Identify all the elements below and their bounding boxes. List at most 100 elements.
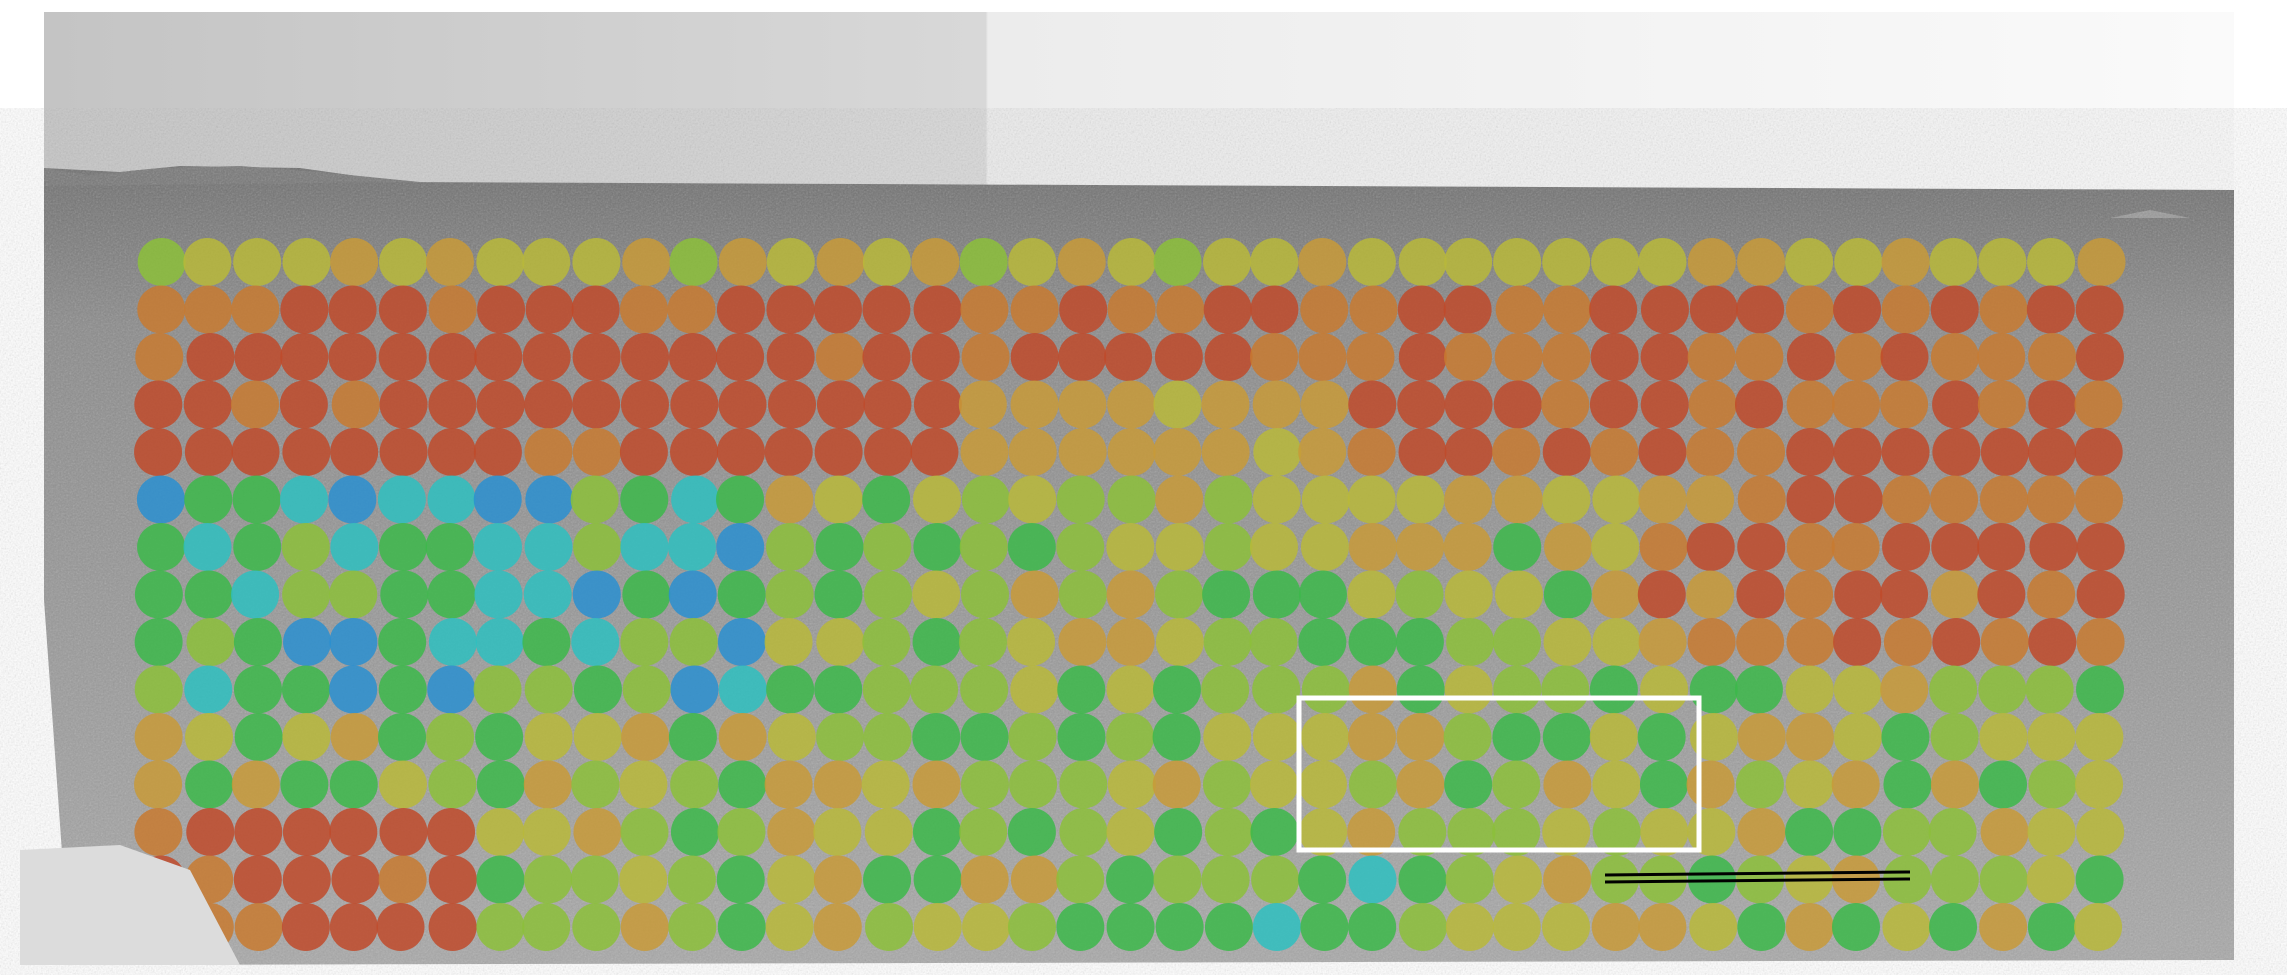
overlay-circle [1592,760,1641,809]
overlay-circle [764,760,813,809]
overlay-circle [863,855,912,904]
overlay-circle [1833,285,1882,334]
overlay-circle [718,380,767,429]
overlay-circle [1637,570,1686,619]
overlay-circle [1592,475,1641,524]
overlay-circle [1928,808,1977,856]
overlay-circle [2075,760,2124,809]
overlay-circle [1252,570,1301,619]
overlay-circle [1689,713,1738,761]
overlay-circle [1544,523,1593,571]
overlay-circle [1203,238,1252,286]
overlay-circle [1249,618,1298,666]
overlay-circle [1299,808,1348,856]
overlay-circle [718,713,767,761]
overlay-circle [1687,333,1736,381]
overlay-circle [1977,523,2026,571]
overlay-circle [814,428,863,476]
overlay-circle [863,380,912,429]
overlay-circle [234,903,283,951]
overlay-circle [523,760,572,809]
overlay-circle [1639,523,1688,571]
overlay-circle [1057,713,1106,761]
overlay-circle [1010,855,1059,904]
overlay-circle [1736,618,1785,666]
overlay-circle [1737,903,1786,951]
overlay-circle [1737,238,1786,286]
overlay-circle [1980,808,2029,856]
overlay-circle [427,665,476,714]
overlay-circle [1591,523,1640,571]
overlay-circle [2027,903,2076,951]
overlay-circle [231,760,280,809]
overlay-circle [1543,855,1592,904]
overlay-circle [1056,475,1105,524]
overlay-circle [1785,238,1834,286]
overlay-circle [134,380,183,429]
overlay-circle [572,570,621,619]
overlay-circle [813,285,862,334]
overlay-circle [525,285,574,334]
overlay-circle [1785,285,1834,334]
overlay-circle [282,238,331,286]
overlay-circle [1155,903,1204,951]
overlay-circle [1203,713,1252,761]
overlay-circle [425,238,474,286]
overlay-circle [621,333,670,381]
overlay-circle [1010,333,1059,381]
overlay-circle [960,855,1009,904]
overlay-circle [766,665,815,714]
overlay-circle [522,333,571,381]
overlay-circle [960,760,1009,809]
overlay-circle [525,475,574,524]
overlay-circle [716,333,765,381]
overlay-circle [862,618,911,666]
overlay-circle [1880,380,1929,429]
overlay-circle [281,523,330,571]
overlay-circle [1541,380,1590,429]
overlay-circle [619,760,668,809]
overlay-circle [1298,760,1347,809]
overlay-circle [2028,333,2077,381]
overlay-circle [184,285,233,334]
overlay-circle [1059,808,1108,856]
overlay-circle [1202,570,1251,619]
overlay-circle [1058,333,1107,381]
overlay-circle [767,808,816,856]
overlay-circle [186,618,235,666]
overlay-circle [1201,855,1250,904]
overlay-circle [524,665,573,714]
overlay-circle [1300,713,1349,761]
overlay-circle [1204,808,1253,856]
overlay-circle [1542,903,1591,951]
overlay-circle [475,618,524,666]
overlay-circle [233,523,282,571]
overlay-circle [716,285,765,334]
overlay-circle [1008,428,1057,476]
overlay-circle [815,333,864,381]
overlay-circle [1832,380,1881,429]
overlay-circle [1106,903,1155,951]
overlay-circle [379,238,428,286]
overlay-circle [1832,903,1881,951]
overlay-circle [912,570,961,619]
overlay-circle [1348,855,1397,904]
overlay-circle [913,903,962,951]
overlay-circle [570,475,619,524]
overlay-circle [524,380,573,429]
overlay-circle [1637,713,1686,761]
overlay-circle [1252,903,1301,951]
overlay-circle [1058,618,1107,666]
overlay-circle [2027,808,2076,856]
overlay-circle [1107,238,1156,286]
overlay-circle [136,475,185,524]
overlay-circle [862,285,911,334]
overlay-circle [524,713,573,761]
overlay-circle [427,428,476,476]
overlay-circle [331,380,380,429]
overlay-circle [1201,428,1250,476]
overlay-circle [1252,713,1301,761]
overlay-circle [1542,428,1591,476]
overlay-circle [1492,713,1541,761]
overlay-circle [1494,333,1543,381]
